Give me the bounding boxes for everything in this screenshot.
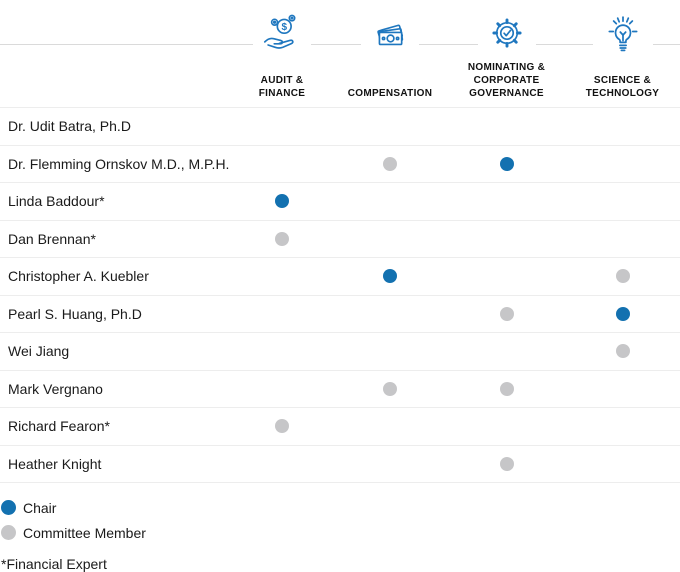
membership-cell	[565, 446, 680, 483]
member-name: Dr. Udit Batra, Ph.D	[8, 118, 131, 135]
membership-cell	[332, 146, 448, 183]
gear-check-icon	[477, 13, 536, 53]
membership-cell	[448, 146, 565, 183]
legend-committee-member: Committee Member	[1, 520, 680, 545]
membership-cell	[332, 221, 448, 258]
member-name: Dr. Flemming Ornskov M.D., M.P.H.	[8, 155, 230, 172]
table-header: $ AUDIT & FINANCE C	[0, 0, 680, 108]
membership-cell	[232, 446, 332, 483]
lightbulb-icon	[592, 13, 653, 57]
table-row: Heather Knight	[0, 446, 680, 483]
member-name: Linda Baddour*	[8, 193, 105, 210]
header-name-column	[0, 0, 232, 107]
member-dot	[615, 344, 630, 359]
membership-cell	[332, 108, 448, 145]
membership-cell	[232, 108, 332, 145]
membership-cell	[232, 183, 332, 220]
table-row: Pearl S. Huang, Ph.D	[0, 296, 680, 333]
membership-cell	[565, 183, 680, 220]
membership-cell	[448, 258, 565, 295]
table-row: Linda Baddour*	[0, 183, 680, 221]
header-science-technology: SCIENCE & TECHNOLOGY	[565, 0, 680, 107]
membership-cell	[448, 221, 565, 258]
membership-cell	[332, 296, 448, 333]
header-audit-finance: $ AUDIT & FINANCE	[232, 0, 332, 107]
membership-cell	[332, 183, 448, 220]
header-label-nominating-governance: NOMINATING & CORPORATE GOVERNANCE	[467, 62, 546, 99]
membership-cell	[332, 333, 448, 370]
membership-cell	[448, 333, 565, 370]
membership-cell	[565, 146, 680, 183]
legend-chair: Chair	[1, 495, 680, 520]
header-nominating-governance: NOMINATING & CORPORATE GOVERNANCE	[448, 0, 565, 107]
membership-cell	[565, 258, 680, 295]
banknotes-icon	[361, 13, 419, 53]
member-name: Mark Vergnano	[8, 380, 103, 397]
membership-cell	[565, 296, 680, 333]
membership-cell	[448, 108, 565, 145]
membership-cell	[332, 371, 448, 408]
chair-dot	[1, 500, 16, 515]
membership-cell	[448, 446, 565, 483]
membership-cell	[332, 408, 448, 445]
table-row: Richard Fearon*	[0, 408, 680, 446]
membership-cell	[232, 146, 332, 183]
legend-chair-label: Chair	[23, 499, 57, 516]
table-row: Dr. Udit Batra, Ph.D	[0, 108, 680, 146]
chair-dot	[275, 194, 289, 209]
table-row: Wei Jiang	[0, 333, 680, 371]
membership-cell	[232, 296, 332, 333]
legend-member-label: Committee Member	[23, 524, 146, 541]
member-dot	[499, 456, 514, 471]
member-name: Wei Jiang	[8, 343, 70, 360]
table-row: Mark Vergnano	[0, 371, 680, 408]
membership-cell	[565, 371, 680, 408]
membership-cell	[565, 108, 680, 145]
header-divider-line	[0, 44, 680, 45]
membership-cell	[232, 408, 332, 445]
hand-coins-icon: $	[253, 13, 311, 53]
member-name: Pearl S. Huang, Ph.D	[8, 305, 142, 322]
member-dot	[1, 525, 16, 540]
member-dot	[615, 269, 630, 284]
membership-cell	[332, 446, 448, 483]
header-label-compensation: COMPENSATION	[347, 88, 433, 99]
membership-cell	[232, 333, 332, 370]
member-name: Richard Fearon*	[8, 418, 110, 435]
membership-cell	[232, 258, 332, 295]
member-name: Christopher A. Kuebler	[8, 268, 149, 285]
membership-cell	[565, 333, 680, 370]
membership-cell	[448, 183, 565, 220]
financial-expert-footnote: *Financial Expert	[1, 556, 107, 572]
member-dot	[383, 156, 397, 171]
member-name: Dan Brennan*	[8, 230, 96, 247]
membership-cell	[232, 221, 332, 258]
member-dot	[275, 231, 289, 246]
header-compensation: COMPENSATION	[332, 0, 448, 107]
chair-dot	[383, 269, 397, 284]
table-row: Dan Brennan*	[0, 221, 680, 258]
chair-dot	[499, 156, 514, 171]
membership-cell	[232, 371, 332, 408]
member-dot	[275, 419, 289, 434]
svg-text:$: $	[281, 22, 287, 33]
membership-cell	[565, 408, 680, 445]
membership-cell	[332, 258, 448, 295]
member-dot	[499, 306, 514, 321]
table-row: Dr. Flemming Ornskov M.D., M.P.H.	[0, 146, 680, 183]
membership-cell	[448, 408, 565, 445]
membership-cell	[448, 296, 565, 333]
header-label-science-technology: SCIENCE & TECHNOLOGY	[585, 75, 660, 99]
member-dot	[383, 381, 397, 396]
membership-cell	[448, 371, 565, 408]
committee-table-rows: Dr. Udit Batra, Ph.D Dr. Flemming Ornskov…	[0, 108, 680, 483]
member-dot	[499, 381, 514, 396]
table-row: Christopher A. Kuebler	[0, 258, 680, 296]
header-label-audit-finance: AUDIT & FINANCE	[258, 75, 306, 99]
legend: Chair Committee Member	[0, 495, 680, 545]
chair-dot	[615, 306, 630, 321]
membership-cell	[565, 221, 680, 258]
member-name: Heather Knight	[8, 455, 102, 472]
